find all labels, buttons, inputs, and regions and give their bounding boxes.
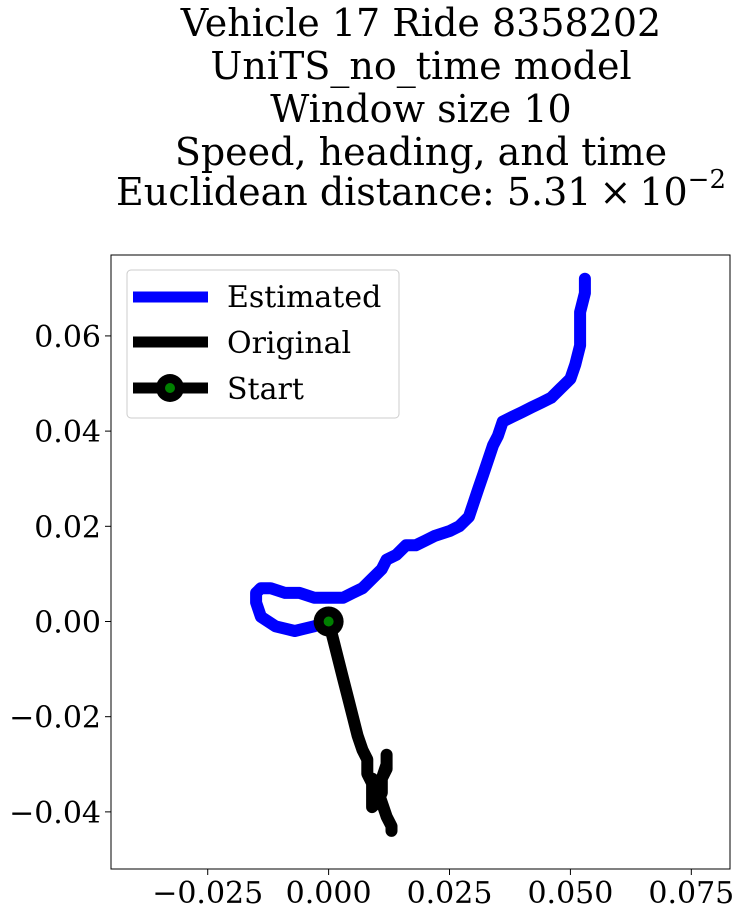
x-tick-label: 0.050 bbox=[527, 876, 613, 911]
plot-frame bbox=[110, 254, 731, 870]
title-line-4: Speed, heading, and time bbox=[175, 130, 667, 174]
title-distance-exponent: −2 bbox=[688, 165, 726, 195]
x-axis: −0.025 0.000 0.025 0.050 0.075 bbox=[152, 869, 734, 911]
plot-marker-layer bbox=[313, 606, 344, 637]
legend-label-estimated: Estimated bbox=[227, 280, 381, 315]
x-tick-label: 0.075 bbox=[648, 876, 734, 911]
y-tick-label: 0.06 bbox=[34, 320, 101, 355]
y-tick-label: −0.04 bbox=[9, 796, 101, 831]
y-tick-label: −0.02 bbox=[9, 701, 101, 736]
legend: Estimated Original Start bbox=[126, 269, 400, 419]
legend-label-original: Original bbox=[227, 326, 351, 361]
title-distance-prefix: Euclidean distance: 5.31 bbox=[116, 170, 591, 214]
start-marker-center bbox=[323, 616, 334, 627]
x-tick-label: 0.025 bbox=[407, 876, 493, 911]
y-tick-label: 0.04 bbox=[34, 415, 101, 450]
y-axis: −0.04 −0.02 0.00 0.02 0.04 0.06 bbox=[9, 320, 111, 831]
y-tick-label: 0.02 bbox=[34, 510, 101, 545]
title-distance-times: × bbox=[599, 170, 631, 214]
title-line-2: UniTS_no_time model bbox=[210, 44, 631, 89]
title-line-5: Euclidean distance: 5.31 × 10−2 bbox=[116, 165, 726, 214]
plot-lines bbox=[250, 272, 591, 837]
x-tick-label: 0.000 bbox=[286, 876, 372, 911]
title-line-1: Vehicle 17 Ride 8358202 bbox=[180, 1, 661, 45]
x-tick-label: −0.025 bbox=[152, 876, 263, 911]
chart-title: Vehicle 17 Ride 8358202 UniTS_no_time mo… bbox=[116, 1, 726, 214]
legend-start-marker-center bbox=[165, 383, 175, 393]
title-line-3: Window size 10 bbox=[270, 87, 571, 131]
series-line-estimated bbox=[250, 272, 591, 637]
title-distance-base: 10 bbox=[639, 170, 687, 214]
legend-box bbox=[126, 269, 400, 419]
series-line-original bbox=[322, 615, 398, 837]
y-tick-label: 0.00 bbox=[34, 605, 101, 640]
legend-label-start: Start bbox=[227, 372, 304, 407]
